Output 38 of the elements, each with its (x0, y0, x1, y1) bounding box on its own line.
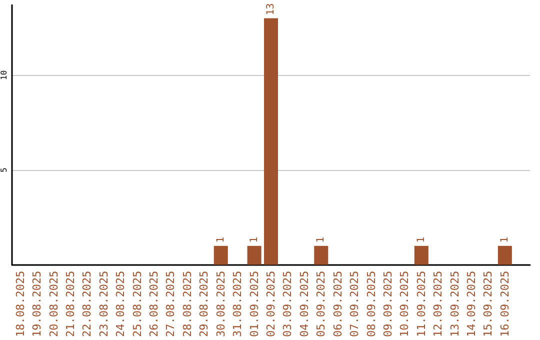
x-tick-label: 09.09.2025 (381, 270, 394, 338)
data-label: 13 (266, 3, 276, 16)
x-tick-label: 29.08.2025 (198, 270, 211, 338)
x-tick-label: 13.09.2025 (448, 270, 462, 338)
x-tick-label: 20.08.2025 (47, 270, 60, 338)
x-tick-label: 30.08.2025 (214, 270, 228, 338)
data-label: 1 (248, 236, 260, 243)
x-tick-label: 16.09.2025 (498, 270, 512, 338)
x-tick-label: 01.09.2025 (248, 270, 261, 338)
x-tick-label: 04.09.2025 (298, 270, 311, 338)
x-tick-label: 10.09.2025 (398, 270, 412, 338)
data-label: 1 (215, 236, 226, 243)
y-tick-label: 10 (0, 70, 8, 80)
x-tick-label: 18.08.2025 (14, 270, 27, 338)
x-tick-label: 26.08.2025 (148, 270, 161, 338)
x-tick-label: 14.09.2025 (465, 270, 478, 338)
data-label: 1 (316, 236, 327, 243)
x-tick-label: 06.09.2025 (331, 270, 344, 338)
x-tick-label: 02.09.2025 (264, 270, 278, 338)
x-tick-label: 03.09.2025 (281, 270, 294, 338)
x-tick-label: 21.08.2025 (64, 270, 77, 338)
x-tick-label: 28.08.2025 (180, 270, 194, 338)
x-tick-label: 24.08.2025 (114, 270, 128, 338)
y-tick-label: 5 (0, 167, 8, 172)
x-tick-label: 07.09.2025 (348, 270, 362, 338)
x-tick-label: 15.09.2025 (482, 270, 495, 338)
x-tick-label: 23.08.2025 (97, 270, 110, 338)
x-tick-label: 22.08.2025 (80, 270, 94, 338)
x-tick-label: 25.08.2025 (130, 270, 144, 338)
x-tick-label: 12.09.2025 (432, 270, 445, 338)
x-tick-label: 11.09.2025 (414, 270, 428, 338)
x-tick-label: 27.08.2025 (164, 270, 178, 338)
x-tick-label: 05.09.2025 (314, 270, 328, 338)
x-tick-label: 08.09.2025 (364, 270, 378, 338)
data-label: 1 (416, 236, 427, 243)
data-label: 1 (499, 236, 510, 243)
x-tick-label: 19.08.2025 (30, 270, 44, 338)
x-tick-label: 31.08.2025 (231, 270, 244, 338)
